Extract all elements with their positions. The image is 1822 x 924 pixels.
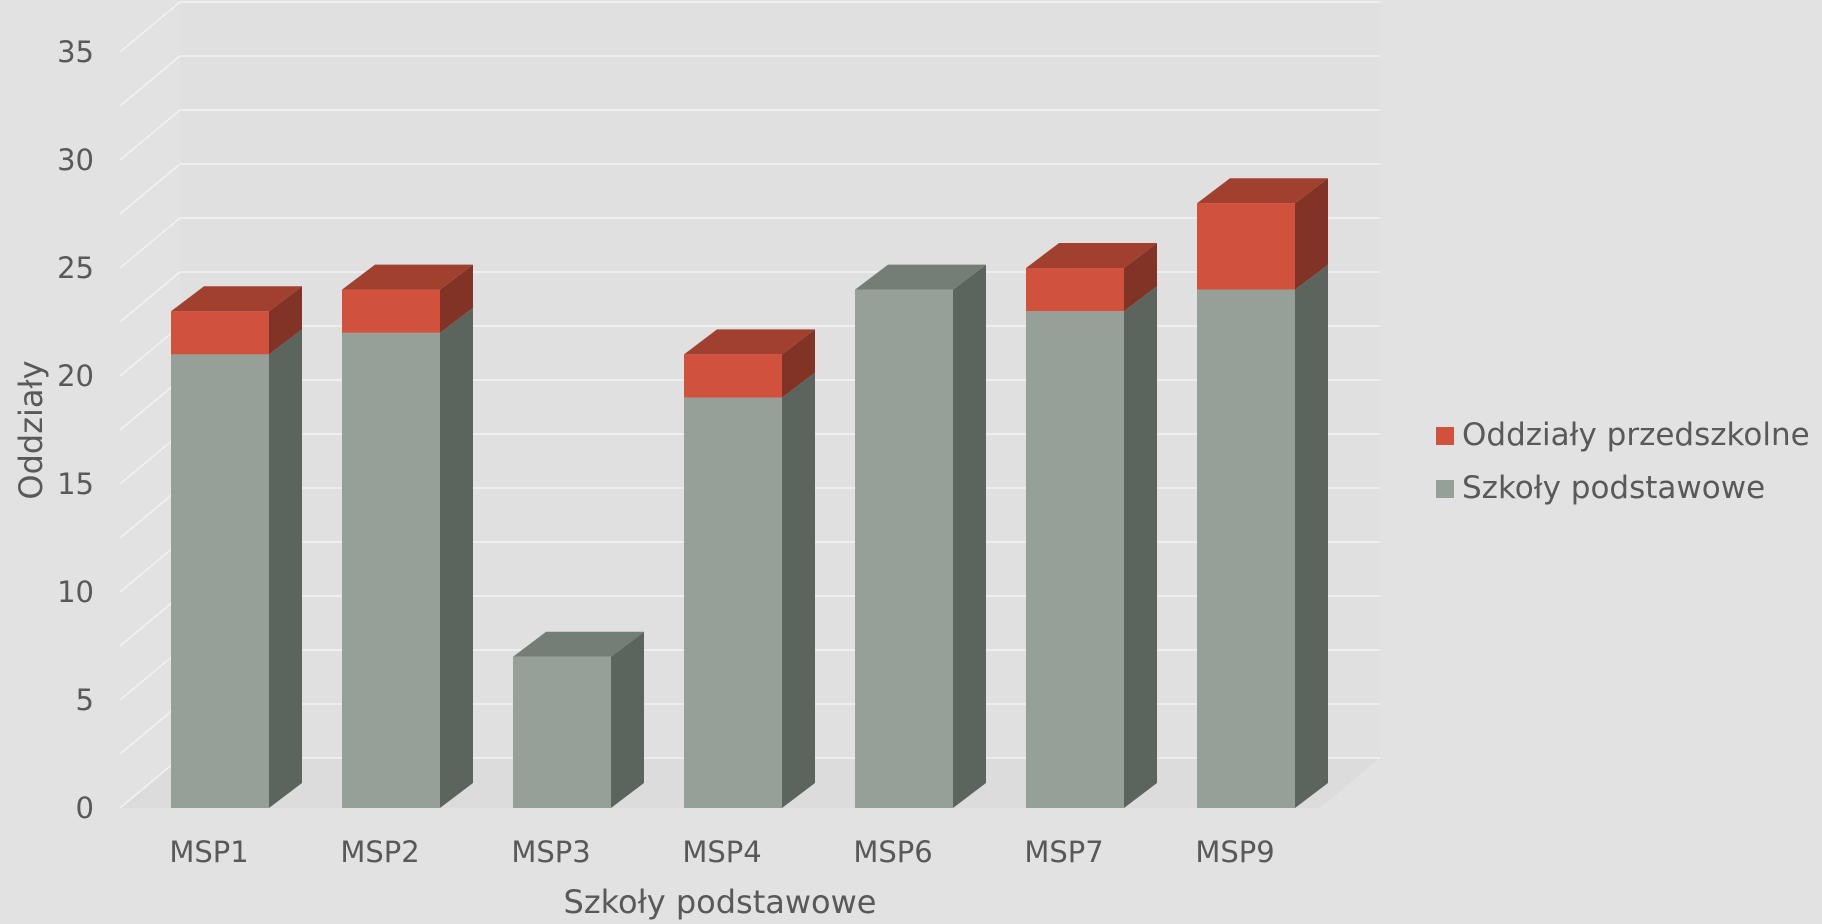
legend-swatch [1436,427,1454,445]
bar-segment-front [684,354,782,398]
x-axis-ticks: MSP1 MSP2 MSP3 MSP4 MSP6 MSP7 MSP9 [169,835,1274,869]
bar-segment-side [440,264,473,333]
y-tick-label: 10 [57,575,94,609]
bar-top-face [855,264,986,290]
gridline-side [119,595,181,647]
bar-segment-front [513,656,611,808]
bar-segment-front [855,289,953,809]
gridline-side [119,487,181,539]
gridline-side [119,541,181,593]
y-tick-label: 20 [57,359,94,393]
bar-segment-front [171,311,269,355]
bar-segment-front [1026,311,1124,808]
gridline-side [119,325,181,377]
bar-top-face [1026,243,1157,268]
x-tick-label: MSP7 [1024,835,1103,869]
bar-top-face [513,631,644,657]
bar-segment-side [953,264,986,809]
legend-label: Oddziały przedszkolne [1462,417,1810,453]
gridline-side [119,433,181,485]
legend-swatch [1436,480,1454,498]
bar-top-face [342,264,473,290]
gridline-side [119,271,181,323]
x-tick-label: MSP3 [511,835,590,869]
bar-top-face [684,329,815,355]
bar-segment-front [1197,203,1295,290]
bar-segment-side [782,329,815,398]
bar-segment-front [342,289,440,333]
legend: Oddziały przedszkolne Szkoły podstawowe [1436,417,1810,506]
legend-label: Szkoły podstawowe [1462,470,1765,506]
y-tick-label: 0 [76,791,94,825]
y-axis-ticks: 0 5 10 15 20 25 30 35 [57,35,94,825]
bar-segment-side [269,329,302,808]
y-tick-label: 25 [57,251,94,285]
y-tick-label: 15 [57,467,94,501]
bar-segment-side [1124,243,1157,312]
bar-segment-side [440,307,473,808]
x-tick-label: MSP4 [682,835,761,869]
gridline-side [119,217,181,269]
gridline-side [119,55,181,107]
gridline-side [119,109,181,161]
x-tick-label: MSP6 [853,835,932,869]
bar-segment-side [1124,286,1157,808]
y-tick-label: 35 [57,35,94,69]
gridline-side [119,757,181,809]
y-tick-label: 30 [57,143,94,177]
x-axis-title: Szkoły podstawowe [564,883,877,920]
bar-segment-front [684,397,782,808]
bar-segment-side [611,631,644,808]
bar-segment-side [782,372,815,808]
bar-segment-front [342,332,440,808]
bar-segment-side [1295,264,1328,809]
gridline-side [119,703,181,755]
y-axis-title: Oddziały [12,360,50,499]
gridline-side [119,1,181,53]
bar-segment-side [269,286,302,355]
bar-top-face [1197,178,1328,204]
gridline-side [119,379,181,431]
x-tick-label: MSP2 [340,835,419,869]
x-tick-label: MSP1 [169,835,248,869]
bar-segment-front [1197,289,1295,809]
bar-top-face [171,286,302,312]
y-tick-label: 5 [76,683,94,717]
gridline-side [119,163,181,215]
bars [171,178,1328,809]
bar-segment-front [171,354,269,808]
bar-segment-side [1295,178,1328,290]
gridline-side [119,649,181,701]
x-tick-label: MSP9 [1195,835,1274,869]
bar-segment-front [1026,268,1124,312]
